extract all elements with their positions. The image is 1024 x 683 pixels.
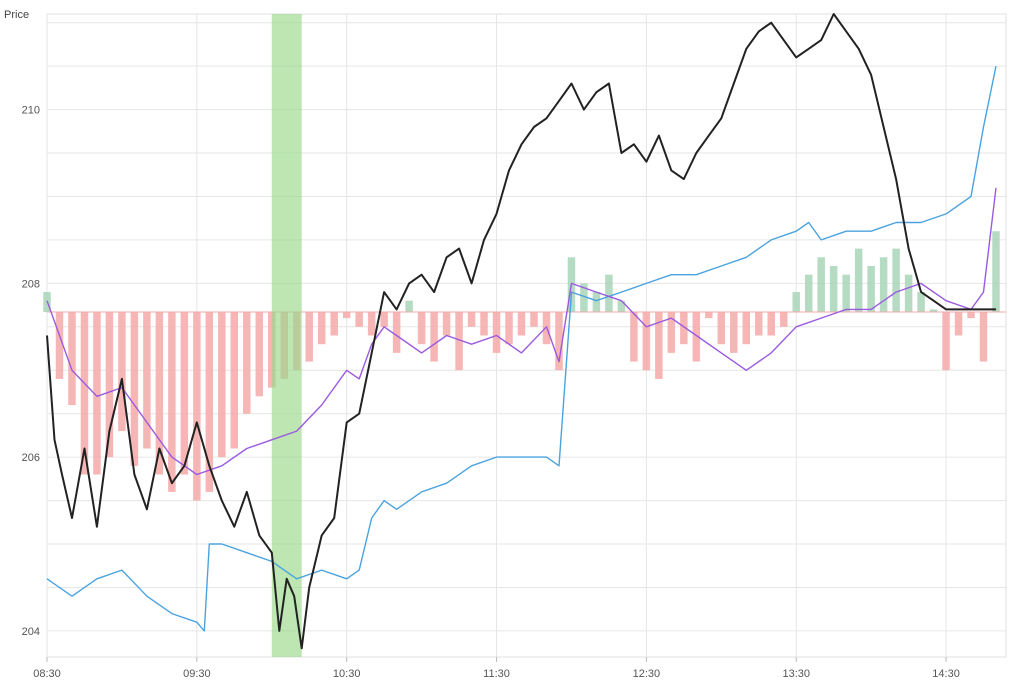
bar [243,312,251,414]
bar [205,312,214,492]
plot-frame [46,13,1007,658]
purple-series-line [46,187,997,476]
bar [380,312,388,327]
bar [592,292,601,313]
bar [742,312,751,345]
x-tick-label: 12:30 [633,668,661,680]
bar [817,257,825,313]
x-tick-label: 10:30 [333,668,361,680]
bar [505,312,513,345]
axis-layer: Price 204 206 208 210 08:30 09:30 10:30 11:30 12… [4,9,960,680]
bar [642,312,651,371]
highlight-band [271,14,302,657]
bar [717,312,726,345]
bar [442,312,451,336]
x-tick-label: 13:30 [782,668,810,680]
bar [617,300,626,313]
bar [143,312,151,449]
y-tick-label: 210 [22,105,40,117]
bar [417,312,426,345]
bar [942,312,950,371]
x-tick-label: 14:30 [932,668,960,680]
bar [305,312,313,362]
bar [218,312,226,458]
bar [317,312,326,345]
y-tick-label: 206 [22,452,40,464]
bar [492,312,501,353]
bar [580,283,588,313]
bar [879,257,888,313]
bar [255,312,264,397]
blue-series-line [46,65,997,632]
y-axis-title: Price [4,9,29,21]
bar [480,312,488,336]
x-tick-label: 09:30 [183,668,211,680]
bar [667,312,676,353]
bar [630,312,638,362]
bar [680,312,688,345]
y-tick-label: 204 [22,626,40,638]
bar [430,312,438,362]
bar [854,248,863,313]
highlight-band-layer [271,14,302,657]
bar [792,292,800,313]
bar [692,312,701,362]
bar [829,265,838,313]
bars-layer [43,231,1006,501]
bar [405,300,413,313]
bar [967,312,975,319]
bar [342,312,351,319]
bar [55,312,64,379]
y-tick-label: 208 [22,278,40,290]
bar [230,312,239,449]
lines-layer [46,13,997,650]
bar [904,274,913,313]
grid-layer [46,13,1007,662]
bar [93,312,101,475]
bar [68,312,76,406]
bar [705,312,713,319]
price-series-line [46,13,996,650]
bar [392,312,401,353]
bar [605,274,613,313]
bar [992,231,1000,313]
bar [767,312,775,336]
bar [730,312,738,353]
bar [917,292,925,313]
bar [155,312,164,475]
bar [367,312,376,336]
bar [455,312,463,371]
bar [867,265,875,313]
bar [130,312,139,466]
bar [954,312,963,336]
x-tick-label: 08:30 [33,668,61,680]
bar [555,312,563,371]
bar [355,312,363,327]
bar [842,274,850,313]
bar [530,312,538,327]
bar [168,312,176,492]
x-tick-label: 11:30 [483,668,510,680]
bar [892,248,900,313]
bar [330,312,338,336]
bar [180,312,189,475]
bar [979,312,988,362]
bar [517,312,526,336]
bar [193,312,201,501]
bar [929,309,938,313]
bar [105,312,114,458]
bar [655,312,663,379]
bar [804,274,813,313]
bar [118,312,126,432]
bar [80,312,89,475]
bar [755,312,763,336]
bar [467,312,476,327]
bar [779,312,788,327]
